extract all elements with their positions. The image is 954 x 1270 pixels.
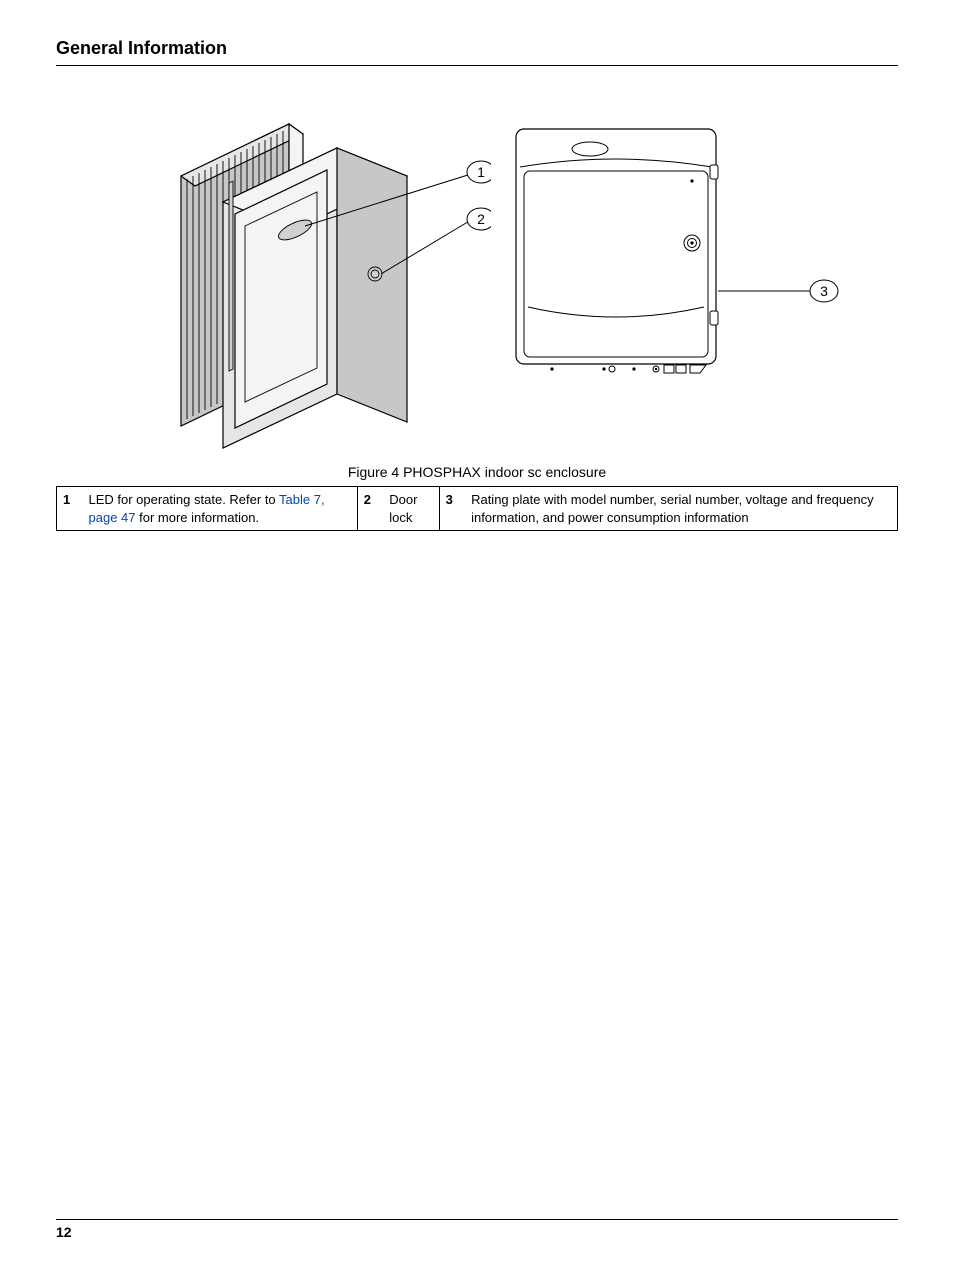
legend-num-3: 3 <box>439 487 461 531</box>
figure-caption: Figure 4 PHOSPHAX indoor sc enclosure <box>56 464 898 480</box>
enclosure-isometric-diagram: 1 2 <box>141 116 491 456</box>
callout-label-2: 2 <box>477 211 485 227</box>
legend-num-2: 2 <box>357 487 379 531</box>
legend-desc-2: Door lock <box>379 487 439 531</box>
legend-num-1: 1 <box>57 487 79 531</box>
legend-desc-3: Rating plate with model number, serial n… <box>461 487 897 531</box>
figure-legend-table: 1 LED for operating state. Refer to Tabl… <box>56 486 898 531</box>
footer-divider <box>56 1219 898 1220</box>
callout-label-1: 1 <box>477 164 485 180</box>
page-footer: 12 <box>56 1219 898 1240</box>
table-row: 1 LED for operating state. Refer to Tabl… <box>57 487 898 531</box>
callout-label-3: 3 <box>820 283 828 299</box>
page-number: 12 <box>56 1224 898 1240</box>
enclosure-front-diagram: 3 <box>496 121 856 381</box>
section-heading: General Information <box>56 38 898 65</box>
figure-diagram-area: 1 2 3 <box>56 116 898 456</box>
legend-desc-1: LED for operating state. Refer to Table … <box>79 487 358 531</box>
header-divider <box>56 65 898 66</box>
